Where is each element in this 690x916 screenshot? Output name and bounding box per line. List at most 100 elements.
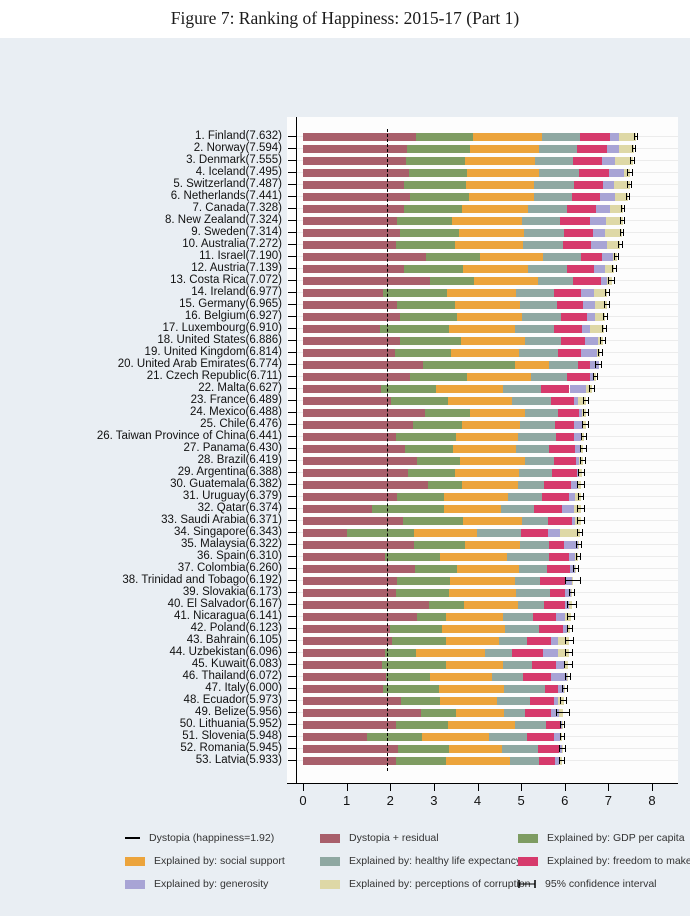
country-label: 8. New Zealand(7.324) [165,214,282,226]
country-label: 11. Israel(7.190) [199,250,282,262]
bar-segment-gdp [390,624,442,633]
error-bar-cap-right [584,505,586,512]
error-bar-line [565,652,573,653]
bar-segment-generosity [548,528,560,537]
error-bar-cap-right [601,349,603,356]
bar-segment-gdp [384,648,417,657]
error-bar-cap-right [587,397,589,404]
bar-segment-residual [303,240,397,249]
bar-segment-social [447,396,512,405]
y-tick [288,232,296,233]
bar-segment-social [448,744,503,753]
y-tick [288,292,296,293]
legend-label: Dystopia (happiness=1.92) [149,832,275,844]
country-label: 37. Colombia(6.260) [177,562,282,574]
error-bar-cap-left [561,685,563,692]
bar-segment-residual [303,204,404,213]
bar-segment-gdp [381,660,447,669]
bar-segment-gdp [416,612,446,621]
error-bar-cap-right [571,661,573,668]
legend-item: Explained by: GDP per capita [518,831,685,845]
bar-segment-generosity [590,360,599,369]
country-label: 29. Argentina(6.388) [177,466,282,478]
bar-segment-freedom [541,384,570,393]
bar-segment-residual [303,672,386,681]
y-tick [288,760,296,761]
bar-segment-residual [303,324,381,333]
bar-segment-health [511,396,552,405]
error-bar-cap-right [571,625,573,632]
error-bar-cap-left [619,229,621,236]
bar-segment-health [507,552,550,561]
bar-segment-corruption [578,396,587,405]
legend-item: 95% confidence interval [518,877,657,891]
bar-segment-corruption [590,324,605,333]
y-tick [288,748,296,749]
bar-segment-residual [303,252,426,261]
error-bar-line [580,448,587,449]
bar-segment-freedom [561,312,587,321]
bar-segment-corruption [623,168,630,177]
error-bar-cap-right [585,445,587,452]
bar-segment-gdp [404,264,463,273]
country-label: 46. Thailand(6.072) [182,670,282,682]
bar-segment-social [444,504,502,513]
error-bar-line [608,280,615,281]
bar-segment-residual [303,432,397,441]
country-label: 13. Costa Rica(7.072) [170,274,282,286]
bar-segment-residual [303,372,411,381]
bar-segment-social [446,612,503,621]
bar-segment-gdp [403,516,464,525]
error-bar-cap-left [604,301,605,308]
bar-segment-gdp [397,744,449,753]
y-tick [288,532,296,533]
country-label: 5. Switzerland(7.487) [173,178,282,190]
bar-segment-generosity [600,276,608,285]
bar-segment-freedom [577,144,607,153]
bar-segment-corruption [605,216,623,225]
bar-segment-social [413,528,477,537]
bar-segment-residual [303,420,413,429]
x-axis-line [287,783,678,784]
error-bar-line [604,292,610,293]
error-bar-cap-right [570,673,572,680]
error-bar-cap-left [564,673,566,680]
bar-segment-health [492,672,523,681]
bar-segment-health [548,360,578,369]
error-bar-line [559,736,566,737]
bar-segment-residual [303,144,407,153]
bar-segment-generosity [553,732,560,741]
x-tick-label: 6 [561,793,569,808]
y-tick [288,676,296,677]
bar-segment-health [531,372,568,381]
bar-segment-health [488,732,528,741]
error-bar-cap-left [564,577,566,584]
error-bar-line [575,556,581,557]
bar-segment-gdp [383,684,439,693]
bar-segment-generosity [562,504,574,513]
bar-segment-health [521,516,549,525]
error-bar-line [575,544,583,545]
bar-segment-gdp [421,708,457,717]
bar-segment-residual [303,696,401,705]
bar-segment-generosity [564,540,578,549]
error-bar-line [560,700,568,701]
bar-segment-gdp [425,252,481,261]
y-tick [288,280,296,281]
bar-segment-social [461,204,529,213]
y-tick [288,736,296,737]
bar-segment-gdp [414,564,457,573]
bar-segment-generosity [554,756,559,765]
bar-segment-gdp [403,204,462,213]
bar-segment-residual [303,552,386,561]
bar-segment-generosity [573,432,581,441]
bar-segment-social [514,360,549,369]
country-label: 21. Czech Republic(6.711) [146,370,282,382]
bar-segment-health [519,300,558,309]
bar-segment-health [537,276,574,285]
bar-segment-gdp [380,324,449,333]
bar-segment-freedom [553,288,581,297]
bar-segment-social [467,168,540,177]
error-bar-line [601,328,608,329]
bar-segment-freedom [520,528,549,537]
